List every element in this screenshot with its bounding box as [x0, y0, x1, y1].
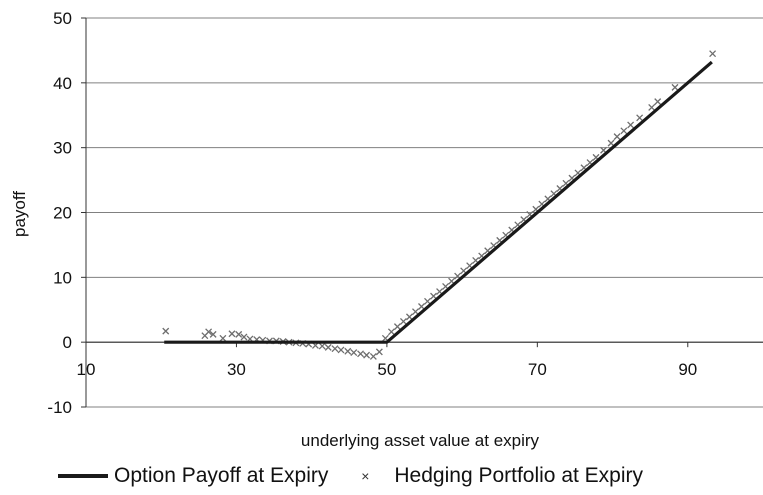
hedging-portfolio-point	[219, 334, 227, 342]
hedging-portfolio-point	[205, 328, 213, 336]
hedging-portfolio-point	[654, 98, 662, 106]
hedging-portfolio-point	[620, 127, 628, 135]
x-tick-labels: 10 30 50 70 90	[77, 360, 698, 379]
legend-label-hedging-portfolio: Hedging Portfolio at Expiry	[394, 464, 644, 487]
hedging-portfolio-point	[344, 347, 352, 355]
hedging-portfolio-point	[648, 104, 656, 111]
hedging-portfolio-point	[627, 121, 635, 129]
x-axis-label: underlying asset value at expiry	[301, 431, 540, 450]
legend-label-option-payoff: Option Payoff at Expiry	[114, 464, 329, 487]
y-tick-label: 30	[53, 139, 72, 158]
payoff-chart: -10 0 10 20 30 40 50 10 30 50 70 90 payoff underly…	[10, 9, 763, 450]
hedging-portfolio-point	[162, 327, 170, 335]
hedging-portfolio-point	[671, 83, 679, 91]
legend-item-option-payoff: Option Payoff at Expiry	[58, 464, 328, 488]
hedging-portfolio-point	[209, 330, 217, 338]
x-tick-label: 30	[227, 360, 246, 379]
hedging-portfolio-point	[393, 323, 401, 331]
y-axis-label: payoff	[10, 191, 29, 237]
hedging-portfolio-point	[235, 330, 243, 338]
hedging-portfolio-point	[324, 343, 332, 351]
y-tick-label: 20	[53, 204, 72, 223]
hedging-portfolio-point	[636, 114, 644, 122]
y-tick-label: 10	[53, 268, 72, 287]
hedging-portfolio-point	[399, 317, 407, 325]
y-tick-label: 50	[53, 9, 72, 28]
hedging-portfolio-point	[709, 50, 717, 58]
hedging-portfolio-point	[375, 348, 383, 356]
option-payoff-series	[164, 60, 713, 344]
hedging-portfolio-point	[357, 350, 365, 358]
hedging-portfolio-point	[613, 133, 621, 141]
gridlines	[86, 17, 763, 408]
option-payoff-line	[164, 60, 713, 344]
hedging-portfolio-point	[363, 351, 371, 359]
y-tick-label: 0	[63, 333, 72, 352]
y-tick-label: -10	[47, 398, 72, 417]
hedging-portfolio-point	[318, 342, 326, 350]
hedging-portfolio-point	[331, 345, 339, 353]
legend-line-swatch	[58, 474, 108, 478]
x-tick-label: 70	[528, 360, 547, 379]
y-tick-label: 40	[53, 74, 72, 93]
x-tick-label: 10	[77, 360, 96, 379]
hedging-portfolio-point	[387, 328, 395, 336]
hedging-portfolio-point	[369, 352, 377, 360]
hedging-portfolio-point	[228, 330, 236, 338]
legend: Option Payoff at Expiry × Hedging Portfo…	[58, 461, 643, 491]
legend-item-hedging-portfolio: × Hedging Portfolio at Expiry	[328, 464, 643, 488]
hedging-portfolio-point	[240, 333, 248, 341]
legend-x-marker-icon: ×	[361, 468, 370, 484]
hedging-portfolio-point	[337, 346, 345, 354]
hedging-portfolio-series	[162, 50, 717, 360]
x-tick-label: 90	[678, 360, 697, 379]
y-tick-labels: -10 0 10 20 30 40 50	[47, 9, 72, 417]
x-tick-label: 50	[377, 360, 396, 379]
hedging-portfolio-point	[350, 349, 358, 356]
